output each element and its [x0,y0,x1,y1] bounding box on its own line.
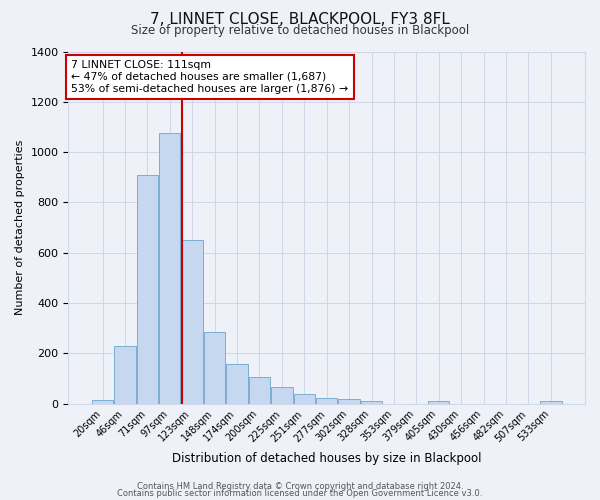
Bar [92,400,113,404]
Text: Contains HM Land Registry data © Crown copyright and database right 2024.: Contains HM Land Registry data © Crown c… [137,482,463,491]
Bar [182,240,203,404]
Bar [159,134,181,404]
Bar [115,346,136,404]
Bar [271,386,293,404]
Bar [249,378,270,404]
Bar [226,364,248,404]
Bar [204,332,225,404]
Text: Contains public sector information licensed under the Open Government Licence v3: Contains public sector information licen… [118,489,482,498]
Bar [540,402,562,404]
Bar [316,398,337,404]
Y-axis label: Number of detached properties: Number of detached properties [15,140,25,316]
Text: 7 LINNET CLOSE: 111sqm
← 47% of detached houses are smaller (1,687)
53% of semi-: 7 LINNET CLOSE: 111sqm ← 47% of detached… [71,60,348,94]
Bar [428,402,449,404]
Bar [361,402,382,404]
Bar [137,175,158,404]
Bar [338,400,360,404]
X-axis label: Distribution of detached houses by size in Blackpool: Distribution of detached houses by size … [172,452,481,465]
Text: 7, LINNET CLOSE, BLACKPOOL, FY3 8FL: 7, LINNET CLOSE, BLACKPOOL, FY3 8FL [150,12,450,28]
Text: Size of property relative to detached houses in Blackpool: Size of property relative to detached ho… [131,24,469,37]
Bar [293,394,315,404]
